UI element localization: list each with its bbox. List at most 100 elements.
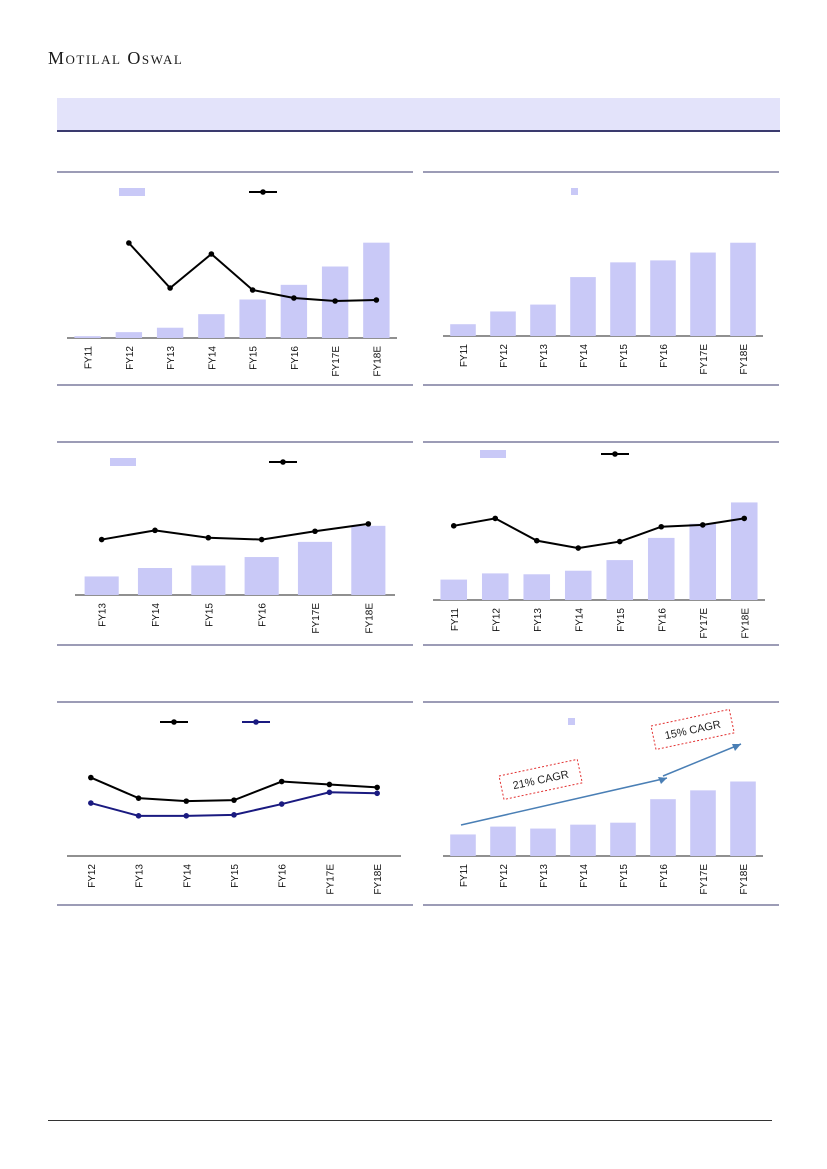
chart-2: FY11 FY12 FY13 FY14 FY15 FY16 FY17E FY18E [423,171,779,386]
legend-swatch-bar [110,458,136,466]
bar-FY13 [156,327,184,338]
bar-FY18E [730,242,756,336]
brand-logo: Motilal Oswal [48,48,184,68]
line-point [205,534,212,541]
bar-FY17E [689,523,717,600]
tick-label: FY17E [325,864,336,895]
bar-FY12 [490,826,516,856]
trend-arrow-1 [460,777,668,826]
legend-swatch-marker [280,459,286,465]
line-point [492,515,499,522]
line-point [126,240,132,246]
tick-label: FY14 [207,346,218,370]
section-banner [57,98,780,132]
tick-label: FY13 [166,346,177,370]
line-point [183,798,190,804]
legend-swatch-bar [568,718,575,725]
tick-label: FY11 [459,344,470,368]
tick-label: FY14 [579,344,590,368]
tick-label: FY13 [539,864,550,888]
line-point [152,527,158,534]
legend-swatch-bar [119,188,145,196]
line-point [231,797,237,803]
bar-FY16 [650,260,676,336]
tick-label: FY16 [659,864,670,888]
legend-swatch-marker [171,719,177,725]
bar-FY18E [351,525,386,595]
chart-6: FY11 FY12 FY13 FY14 FY15 FY16 FY17E FY18E 21% CA… [423,701,779,906]
tick-label: FY15 [230,864,241,888]
bar-FY13 [84,576,119,595]
footer-rule [48,1120,772,1121]
bar-FY11 [440,579,468,600]
bar-FY14 [564,570,592,600]
line-point [258,536,265,543]
tick-label: FY12 [499,344,510,368]
series-line [101,522,369,541]
bar-FY14 [137,568,173,595]
tick-label: FY12 [499,864,510,888]
legend-swatch-bar [571,188,578,195]
line-point [208,251,215,257]
line-point [278,801,285,807]
tick-label: FY14 [182,864,193,888]
tick-label: FY13 [539,344,550,368]
tick-label: FY18E [364,603,375,634]
line-point [450,523,457,529]
line-point [373,297,380,303]
tick-label: FY11 [450,608,461,632]
bar-FY13 [523,574,551,600]
bar-FY15 [606,560,634,600]
chart-1: FY11 FY12 FY13 FY14 FY15 FY16 FY17E FY18E [57,171,413,386]
line-point [135,795,142,801]
bar-FY11 [450,834,476,856]
bar-FY16 [280,284,308,338]
legend-swatch-marker [253,719,259,725]
legend-swatch-marker [260,189,266,195]
tick-label: FY16 [659,344,670,368]
tick-label: FY18E [739,344,750,375]
tick-label: FY14 [151,603,162,627]
tick-label: FY15 [616,608,627,632]
cagr-callout: 21% CAGR [498,758,583,801]
bar-FY11 [450,324,476,336]
trend-arrow-2 [662,743,742,777]
line-point [312,528,318,535]
tick-label: FY12 [491,608,502,632]
line-point [658,523,665,530]
line-point [699,522,706,528]
line-point [741,515,748,522]
legend-swatch-bar [480,450,506,458]
line-point [374,784,380,791]
series-line [453,517,745,550]
bar-FY16 [244,557,279,595]
tick-label: FY16 [290,346,301,370]
bar-FY12 [490,311,516,336]
tick-label: FY11 [84,346,95,370]
chart-5: FY12 FY13 FY14 FY15 FY16 FY17E FY18E [57,701,413,906]
bar-FY17E [297,541,333,595]
line-point [98,536,105,543]
tick-label: FY15 [619,864,630,888]
tick-label: FY18E [373,864,384,895]
bar-FY13 [530,828,556,856]
trend-arrowhead-1 [658,777,667,784]
tick-label: FY15 [204,603,215,627]
line-point [575,545,582,551]
tick-label: FY17E [699,344,710,375]
bar-FY16 [647,537,675,600]
line-point [533,537,540,544]
bar-FY15 [610,822,636,856]
bar-FY13 [530,304,556,336]
tick-label: FY11 [459,864,470,888]
tick-label: FY17E [311,603,322,634]
bar-FY18E [363,242,390,338]
bar-FY14 [570,824,596,856]
trend-arrowhead-2 [732,744,741,751]
tick-label: FY17E [699,608,710,639]
bar-FY14 [570,277,596,336]
tick-label: FY18E [740,608,751,639]
bar-FY12 [481,573,509,600]
tick-label: FY17E [331,346,342,377]
tick-label: FY16 [278,864,289,888]
